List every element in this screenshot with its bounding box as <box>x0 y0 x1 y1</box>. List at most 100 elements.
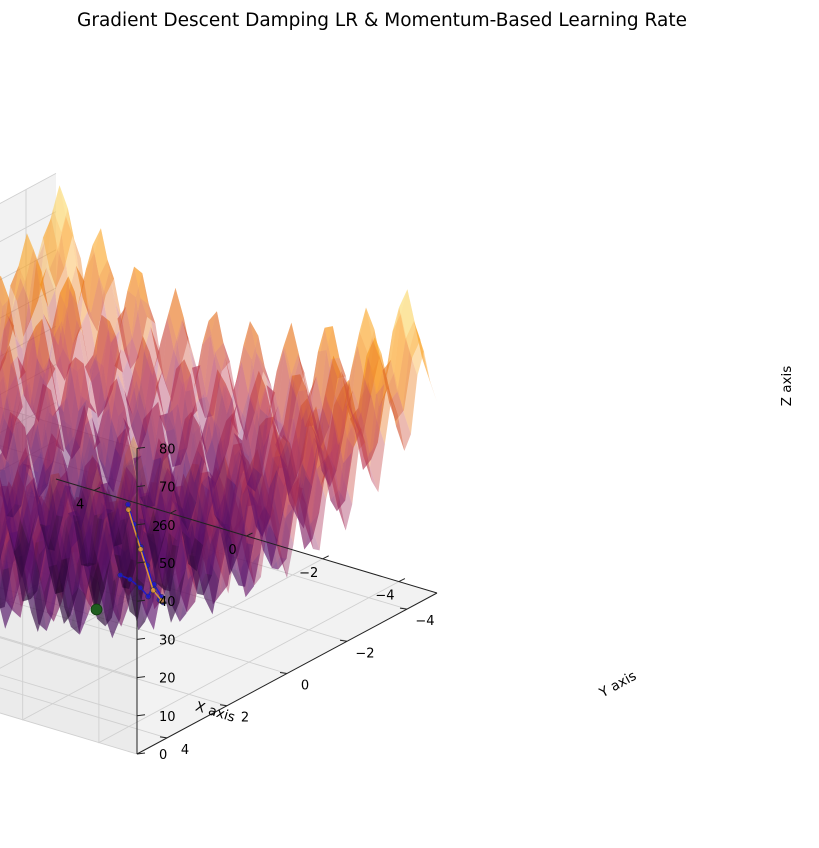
surface-patch <box>75 357 91 403</box>
surface-patch <box>113 513 128 563</box>
surface-patch <box>389 390 405 451</box>
surface-patch <box>309 327 325 401</box>
surface-patch <box>182 485 198 571</box>
surface-patch <box>248 352 264 413</box>
surface-patch <box>44 473 59 514</box>
surface-patch <box>147 568 162 630</box>
surface-patch <box>95 510 111 611</box>
surface-patch <box>367 329 383 395</box>
surface-patch <box>123 547 139 631</box>
surface-patch <box>112 578 128 639</box>
surface-patch <box>21 513 36 599</box>
surface-patch <box>174 487 190 550</box>
surface-patch <box>361 353 376 454</box>
surface-patch <box>61 434 76 500</box>
x-gridline <box>0 512 171 606</box>
surface-patch <box>141 482 157 557</box>
surface-patch <box>151 449 167 490</box>
surface-patch <box>59 443 75 498</box>
surface-patch <box>0 482 1 488</box>
surface-patch <box>106 568 122 627</box>
surface-patch <box>316 394 332 452</box>
surface-patch <box>96 468 111 564</box>
surface-patch <box>238 480 253 556</box>
surface-patch <box>240 393 255 441</box>
z-tick-label: 40 <box>159 595 176 610</box>
surface-patch <box>30 358 46 422</box>
surface-patch <box>275 424 291 461</box>
surface-patch <box>351 355 367 453</box>
z-tick <box>136 676 146 679</box>
surface-patch <box>27 477 43 560</box>
surface-patch <box>265 486 281 551</box>
surface-patch <box>283 434 299 481</box>
surface-patch <box>6 504 22 518</box>
surface-patch <box>194 410 210 483</box>
surface-patch <box>9 345 25 418</box>
surface-patch <box>91 480 107 562</box>
surface-patch <box>160 447 175 489</box>
surface-patch <box>48 491 64 592</box>
surface-patch <box>163 473 179 541</box>
surface-patch <box>100 488 116 538</box>
surface-patch <box>228 455 243 550</box>
surface-patch <box>52 487 68 564</box>
surface-patch <box>30 480 45 545</box>
surface-patch <box>22 380 38 451</box>
surface-patch <box>6 397 21 461</box>
surface-patch <box>271 405 287 457</box>
surface-patch <box>15 486 31 564</box>
surface-patch <box>115 303 131 369</box>
surface-patch <box>251 462 267 536</box>
surface-patch <box>0 349 6 372</box>
surface-patch <box>140 298 156 324</box>
surface-patch <box>181 525 196 555</box>
surface-patch <box>120 529 136 619</box>
series-point <box>137 584 144 591</box>
surface-patch <box>37 564 53 632</box>
surface-patch <box>29 241 45 321</box>
surface-patch <box>142 492 157 518</box>
surface-patch <box>0 361 2 368</box>
surface-patch <box>44 559 60 614</box>
surface-patch <box>143 517 158 572</box>
surface-patch <box>24 537 40 613</box>
surface-patch <box>284 436 299 487</box>
surface-patch <box>11 388 27 467</box>
surface-patch <box>3 412 19 466</box>
surface-patch <box>157 449 173 505</box>
surface-patch <box>37 495 53 591</box>
surface-patch <box>258 505 274 525</box>
surface-patch <box>107 511 123 588</box>
surface-patch <box>299 424 315 506</box>
surface-patch <box>252 505 267 563</box>
surface-patch <box>135 479 151 538</box>
surface-patch <box>96 523 112 572</box>
surface-patch <box>278 346 294 441</box>
surface-patch <box>36 510 52 606</box>
surface-patch <box>220 385 236 473</box>
surface-patch <box>136 409 152 474</box>
surface-patch <box>67 357 82 437</box>
surface-patch <box>45 486 61 547</box>
surface-patch <box>131 546 147 619</box>
surface-patch <box>114 349 130 373</box>
surface-patch <box>304 524 320 551</box>
surface-patch <box>10 531 25 566</box>
surface-patch <box>286 405 301 499</box>
surface-patch <box>58 308 74 381</box>
surface-patch <box>87 524 103 590</box>
surface-patch <box>248 472 263 550</box>
surface-patch <box>182 511 198 594</box>
surface-patch <box>71 435 86 517</box>
surface-patch <box>69 265 85 306</box>
surface-patch <box>169 481 184 581</box>
surface-patch <box>163 530 179 571</box>
surface-patch <box>26 477 41 511</box>
surface-patch <box>80 359 95 448</box>
surface-patch <box>39 524 55 551</box>
surface-patch <box>162 549 178 623</box>
surface-patch <box>24 510 39 599</box>
surface-patch <box>90 402 105 468</box>
surface-patch <box>60 470 76 533</box>
